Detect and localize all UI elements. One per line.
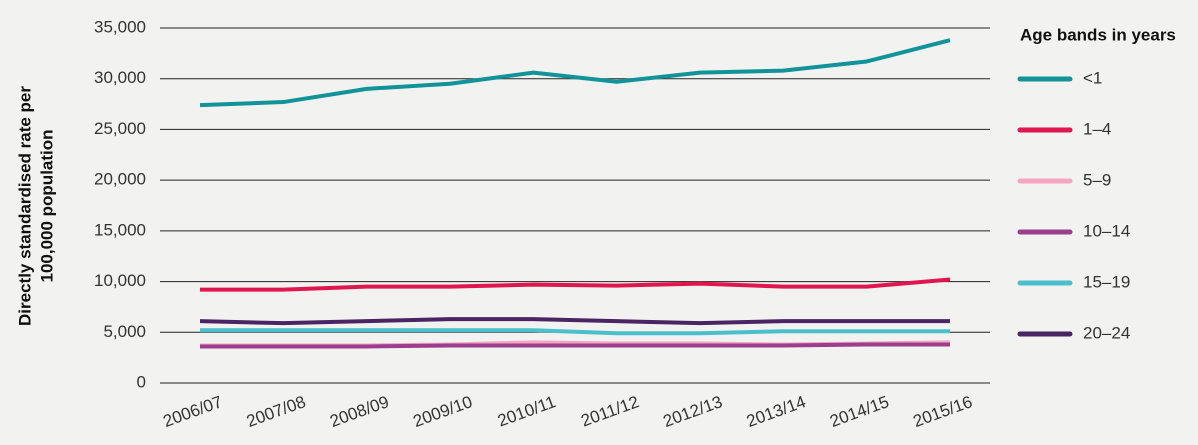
- legend-label: <1: [1083, 68, 1102, 87]
- y-axis-label-line: Directly standardised rate per: [15, 86, 34, 326]
- y-tick-label: 5,000: [103, 322, 146, 341]
- legend-title: Age bands in years: [1020, 25, 1176, 44]
- x-tick-label: 2012/13: [661, 392, 725, 431]
- y-tick-label: 30,000: [94, 68, 146, 87]
- y-axis-label: Directly standardised rate per 100,000 p…: [15, 86, 56, 326]
- x-tick-label: 2011/12: [578, 392, 641, 430]
- legend-label: 10–14: [1083, 221, 1130, 240]
- legend-label: 15–19: [1083, 272, 1130, 291]
- x-tick-label: 2015/16: [911, 392, 975, 431]
- legend-label: 5–9: [1083, 170, 1111, 189]
- series-line: [199, 317, 950, 326]
- x-tick-label: 2014/15: [827, 392, 891, 431]
- x-tick-label: 2006/07: [161, 392, 225, 431]
- y-axis-label-line: 100,000 population: [37, 129, 56, 282]
- y-tick-label: 25,000: [94, 119, 146, 138]
- x-tick-label: 2013/14: [744, 392, 808, 431]
- legend-label: 1–4: [1083, 119, 1111, 138]
- y-tick-label: 10,000: [94, 271, 146, 290]
- series-line: [200, 277, 951, 292]
- y-tick-label: 20,000: [94, 170, 146, 189]
- legend-label: 20–24: [1083, 323, 1130, 342]
- x-tick-label: 2010/11: [495, 392, 558, 430]
- y-tick-label: 0: [137, 372, 146, 391]
- x-tick-label: 2007/08: [244, 392, 308, 431]
- series-line: [200, 328, 950, 336]
- y-tick-label: 15,000: [94, 220, 146, 239]
- series-line: [200, 342, 950, 349]
- x-tick-label: 2009/10: [411, 392, 475, 431]
- y-tick-label: 35,000: [94, 17, 146, 36]
- x-tick-label: 2008/09: [327, 392, 391, 431]
- series-line: [199, 38, 951, 108]
